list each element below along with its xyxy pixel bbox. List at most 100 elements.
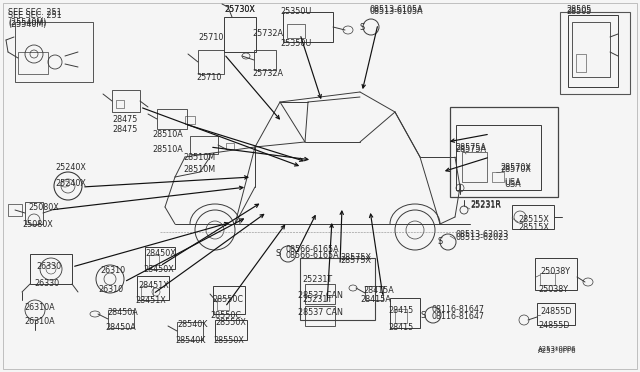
Text: 28415: 28415 xyxy=(388,306,413,315)
Text: 08513-62023: 08513-62023 xyxy=(455,233,508,242)
Bar xyxy=(537,303,575,325)
Text: 28510A: 28510A xyxy=(152,145,183,154)
Text: 25240X: 25240X xyxy=(55,179,86,188)
Bar xyxy=(540,273,555,285)
Bar xyxy=(560,12,630,94)
Bar xyxy=(213,286,245,314)
Text: 28575X: 28575X xyxy=(340,256,371,265)
Text: 28450A: 28450A xyxy=(105,323,136,332)
Text: 28505: 28505 xyxy=(566,5,591,14)
Text: 25350U: 25350U xyxy=(280,7,312,16)
Bar xyxy=(177,322,203,340)
Bar xyxy=(116,100,124,108)
Text: 28510M: 28510M xyxy=(183,153,215,162)
Text: S: S xyxy=(360,22,365,32)
Text: 08513-62023: 08513-62023 xyxy=(455,230,508,239)
Bar xyxy=(145,247,175,269)
Text: 28450A: 28450A xyxy=(107,308,138,317)
Text: 28540K: 28540K xyxy=(177,320,207,329)
Text: 25080X: 25080X xyxy=(28,203,59,212)
Text: 25038Y: 25038Y xyxy=(538,285,568,294)
Text: 28550C: 28550C xyxy=(210,311,241,320)
Text: 28550C: 28550C xyxy=(212,295,243,304)
Text: 24855D: 24855D xyxy=(538,321,570,330)
Text: 25730X: 25730X xyxy=(224,5,255,14)
Text: A253*0PP6: A253*0PP6 xyxy=(538,346,577,352)
Bar xyxy=(18,52,48,74)
Text: 28415: 28415 xyxy=(388,323,413,332)
Text: 25231T: 25231T xyxy=(302,295,332,304)
Text: 26310: 26310 xyxy=(100,266,125,275)
Text: S: S xyxy=(437,237,443,247)
Text: 28475: 28475 xyxy=(112,125,138,134)
Bar xyxy=(287,24,305,38)
Bar xyxy=(305,284,335,304)
Bar xyxy=(462,152,487,182)
Text: 28550X: 28550X xyxy=(213,336,244,345)
Text: 25231R: 25231R xyxy=(470,200,501,209)
Text: 25038Y: 25038Y xyxy=(540,267,570,276)
Text: 28515X: 28515X xyxy=(518,223,549,232)
Text: 26330: 26330 xyxy=(34,279,59,288)
Text: 28540K: 28540K xyxy=(175,336,205,345)
Text: (25540M): (25540M) xyxy=(8,20,46,29)
Text: 28575A: 28575A xyxy=(455,145,486,154)
Text: 28415A: 28415A xyxy=(360,295,391,304)
Text: A253*0PP6: A253*0PP6 xyxy=(538,348,577,354)
Text: 25231R: 25231R xyxy=(470,201,501,210)
Bar xyxy=(300,258,375,320)
Text: 28510A: 28510A xyxy=(152,130,183,139)
Text: 28537 CAN: 28537 CAN xyxy=(298,291,343,300)
Bar xyxy=(137,276,169,300)
Bar xyxy=(185,116,195,124)
Text: USA: USA xyxy=(504,178,521,187)
Text: 08116-81647: 08116-81647 xyxy=(432,312,485,321)
Text: 25350U: 25350U xyxy=(280,39,312,48)
Text: 28415A: 28415A xyxy=(363,286,394,295)
Text: 26310A: 26310A xyxy=(24,303,54,312)
Text: 28575A: 28575A xyxy=(455,143,486,152)
Text: 28575X: 28575X xyxy=(340,253,371,262)
Text: 08116-81647: 08116-81647 xyxy=(432,305,485,314)
Bar xyxy=(141,286,153,296)
Text: 28475: 28475 xyxy=(112,115,138,124)
Text: 24855D: 24855D xyxy=(540,307,572,316)
Bar xyxy=(112,90,140,112)
Bar xyxy=(535,258,577,290)
Bar xyxy=(512,205,554,229)
Text: 26310A: 26310A xyxy=(24,317,54,326)
Text: 25231T: 25231T xyxy=(302,275,332,284)
Bar xyxy=(215,320,247,340)
Text: 28550X: 28550X xyxy=(215,318,246,327)
Bar xyxy=(390,298,420,328)
Bar xyxy=(15,22,93,82)
Text: 25240X: 25240X xyxy=(55,163,86,172)
Text: S: S xyxy=(275,250,280,259)
Text: 25730X: 25730X xyxy=(224,5,255,14)
Bar xyxy=(25,202,43,224)
Text: 08566-6165A: 08566-6165A xyxy=(285,245,339,254)
Bar xyxy=(254,50,276,70)
Bar xyxy=(198,50,224,74)
Text: USA: USA xyxy=(504,180,521,189)
Bar xyxy=(30,254,72,284)
Bar xyxy=(108,310,134,328)
Bar xyxy=(365,286,383,300)
Text: S: S xyxy=(420,311,426,320)
Text: SEE SEC. 251: SEE SEC. 251 xyxy=(8,11,61,20)
Text: 28450X: 28450X xyxy=(145,249,176,258)
Bar xyxy=(149,255,159,265)
Bar xyxy=(456,125,541,190)
Bar xyxy=(190,136,218,154)
Text: 08566-6165A: 08566-6165A xyxy=(285,251,339,260)
Text: 25732A: 25732A xyxy=(252,29,283,38)
Bar xyxy=(305,306,335,326)
Text: 25080X: 25080X xyxy=(22,220,52,229)
Text: 25732A: 25732A xyxy=(252,69,283,78)
Bar xyxy=(226,143,234,149)
Text: 28451X: 28451X xyxy=(135,296,166,305)
Text: SEE SEC. 251: SEE SEC. 251 xyxy=(8,8,61,17)
Bar xyxy=(572,22,610,77)
Bar xyxy=(492,172,504,182)
Text: 25710: 25710 xyxy=(198,33,223,42)
